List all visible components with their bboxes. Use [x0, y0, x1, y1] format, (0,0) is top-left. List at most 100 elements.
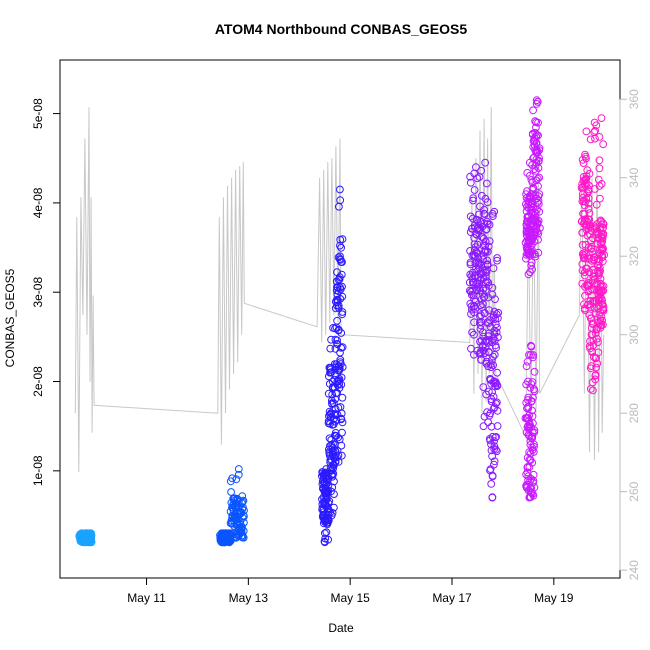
data-point	[530, 483, 539, 492]
data-point	[479, 255, 487, 264]
data-point	[483, 256, 492, 265]
data-point	[338, 282, 346, 291]
data-point	[529, 351, 538, 359]
point-series-1	[75, 529, 96, 547]
data-point	[530, 440, 538, 449]
data-point	[328, 472, 337, 481]
data-point	[493, 254, 502, 262]
data-point	[534, 118, 542, 127]
data-point	[485, 306, 493, 315]
data-point	[585, 268, 594, 277]
data-point	[325, 497, 334, 506]
data-point	[480, 248, 489, 257]
data-point	[591, 371, 600, 379]
data-point	[589, 336, 598, 345]
data-point	[466, 212, 475, 221]
data-point	[237, 525, 246, 534]
data-point	[595, 182, 604, 190]
data-point	[534, 229, 543, 238]
data-point	[333, 336, 342, 345]
data-point	[490, 437, 499, 446]
data-point	[483, 260, 492, 269]
data-point	[582, 127, 591, 136]
right-y-tick-label: 300	[627, 324, 641, 344]
data-point	[338, 418, 347, 427]
data-point	[585, 254, 594, 263]
data-point	[535, 207, 544, 216]
data-point	[477, 166, 486, 175]
data-point	[492, 310, 501, 319]
data-point	[598, 316, 606, 325]
data-point	[481, 210, 489, 219]
data-point	[336, 358, 345, 367]
data-point	[529, 353, 537, 362]
data-point	[333, 446, 342, 455]
data-point	[493, 368, 502, 377]
data-point	[529, 470, 538, 479]
data-point	[488, 452, 497, 461]
data-point	[535, 146, 544, 155]
data-point	[595, 164, 604, 173]
data-point	[535, 190, 544, 199]
data-point	[484, 282, 493, 290]
data-point	[585, 209, 594, 218]
data-point	[337, 329, 346, 337]
x-axis-label: Date	[328, 621, 354, 635]
plot-area	[74, 96, 608, 547]
data-point	[592, 363, 600, 372]
data-point	[338, 308, 347, 316]
data-point	[329, 461, 338, 470]
data-point	[526, 171, 534, 180]
data-point	[582, 154, 590, 163]
data-point	[334, 458, 343, 466]
data-point	[492, 433, 501, 441]
data-point	[593, 338, 602, 347]
data-point	[334, 433, 343, 442]
data-point	[594, 348, 603, 357]
data-point	[529, 478, 537, 487]
data-point	[522, 362, 531, 371]
point-series-6	[577, 114, 608, 395]
data-point	[591, 375, 600, 384]
data-point	[490, 207, 499, 216]
data-point	[534, 200, 543, 208]
data-point	[324, 510, 332, 519]
data-point	[338, 292, 347, 301]
right-axis-series-line	[74, 107, 605, 473]
data-point	[487, 480, 496, 488]
data-point	[595, 225, 604, 233]
data-point	[493, 323, 501, 332]
data-point	[531, 209, 540, 218]
data-point	[490, 350, 499, 359]
data-point	[599, 282, 608, 290]
data-point	[232, 475, 241, 484]
data-point	[528, 250, 537, 259]
data-point	[593, 359, 602, 368]
data-point	[234, 465, 243, 473]
data-point	[530, 426, 539, 435]
y-axis: 1e-08 2e-08 3e-08 4e-08 5e-08	[31, 98, 60, 486]
data-point	[469, 194, 478, 203]
data-point	[527, 351, 535, 359]
point-series-5	[521, 96, 544, 502]
data-point	[525, 493, 534, 502]
data-point	[482, 225, 490, 234]
data-point	[492, 343, 501, 352]
data-point	[529, 184, 538, 193]
data-point	[528, 178, 537, 187]
data-point	[468, 214, 477, 223]
data-point	[326, 344, 335, 353]
data-point	[228, 474, 237, 483]
data-point	[484, 387, 493, 396]
data-point	[337, 270, 346, 279]
data-point	[490, 457, 499, 466]
right-y-tick-label: 260	[627, 481, 641, 501]
data-point	[528, 458, 537, 467]
data-point	[578, 193, 587, 202]
data-point	[477, 355, 486, 364]
x-tick-label: May 19	[534, 591, 574, 605]
data-point	[238, 492, 247, 501]
data-point	[491, 399, 500, 408]
data-point	[489, 264, 498, 273]
right-y-tick-label: 360	[627, 89, 641, 109]
